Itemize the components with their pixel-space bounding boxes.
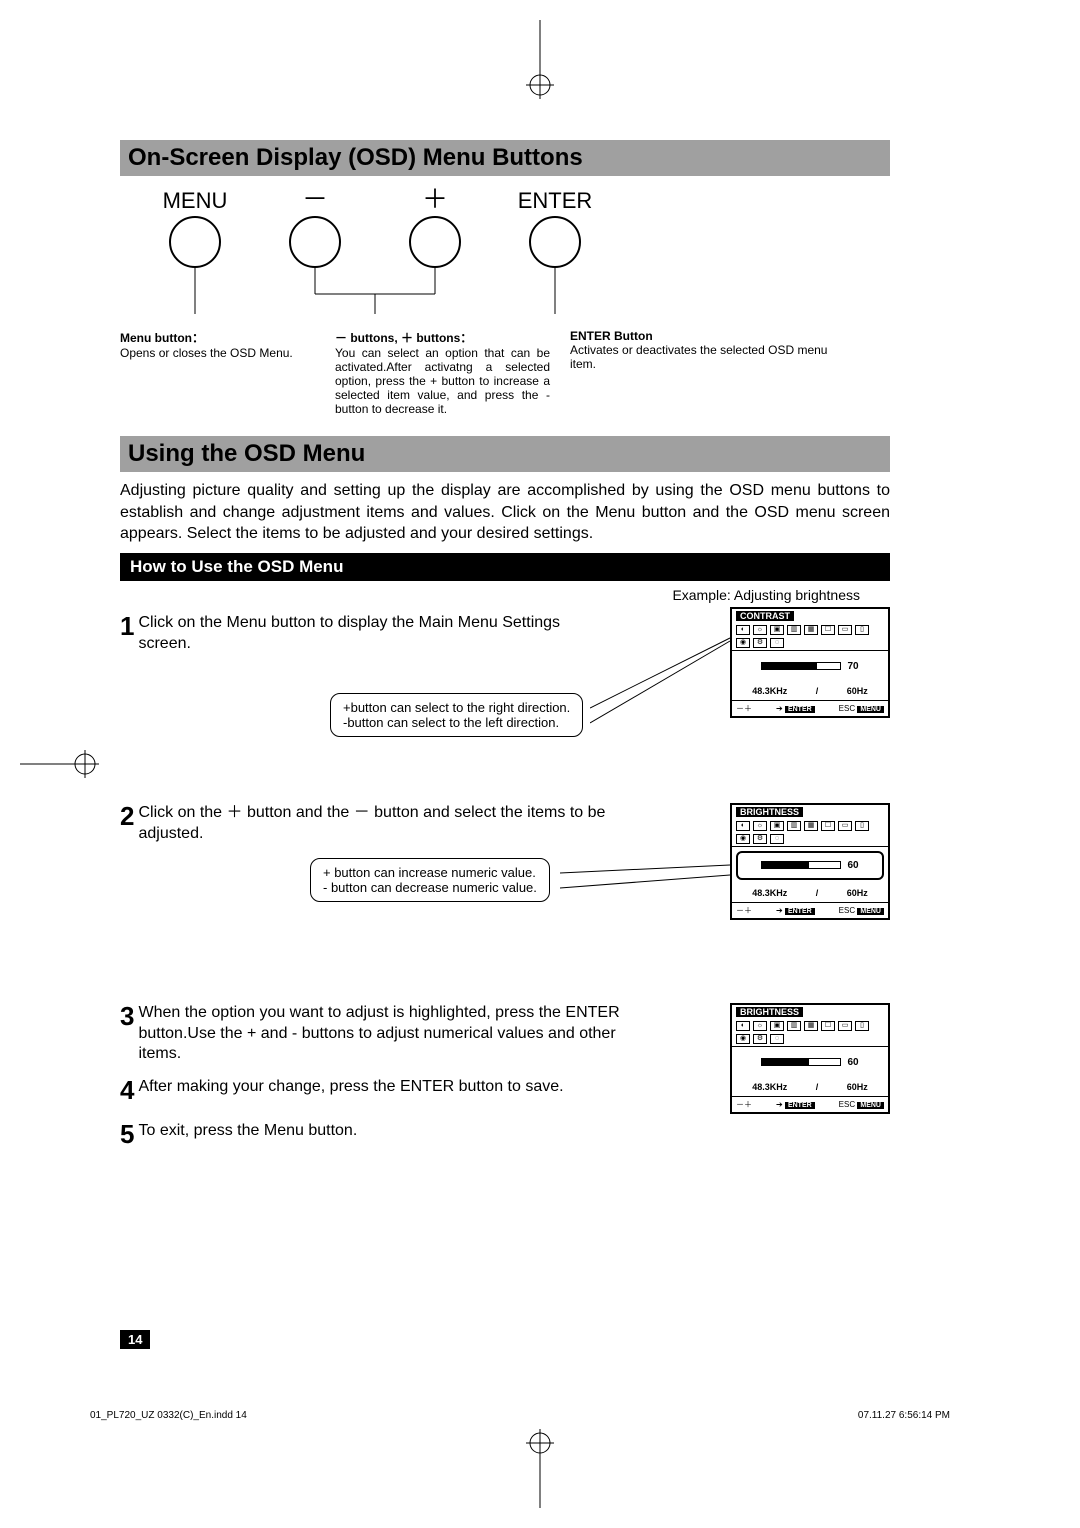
- step-number: 5: [120, 1121, 134, 1147]
- step-number: 2: [120, 803, 134, 829]
- desc-enter: ENTER Button Activates or deactivates th…: [570, 329, 830, 416]
- osd-panel-brightness-2: BRIGHTNESS ◐☼▣▥▦☐ ▭▯◉⚙◌ 60 48.3KHz/60Hz …: [730, 1003, 890, 1114]
- step-number: 4: [120, 1077, 134, 1103]
- osd-panel-contrast: CONTRAST ◐☼▣▥▦☐ ▭▯◉⚙◌ 70 48.3KHz/60Hz －＋…: [730, 607, 890, 718]
- registration-mark-top: [520, 20, 560, 100]
- hint-box: + button can increase numeric value. - b…: [310, 858, 550, 902]
- step-number: 1: [120, 613, 134, 639]
- step-text: After making your change, press the ENTE…: [138, 1077, 620, 1098]
- hint-box: +button can select to the right directio…: [330, 693, 583, 737]
- svg-text:＋: ＋: [422, 184, 448, 214]
- desc-plusminus: － buttons, ＋ buttons： You can select an …: [335, 329, 550, 416]
- section-header-osd-buttons: On-Screen Display (OSD) Menu Buttons: [120, 140, 890, 176]
- section-body: Adjusting picture quality and setting up…: [120, 480, 890, 545]
- step-text: Click on the ＋ button and the － button a…: [138, 803, 620, 845]
- step-number: 3: [120, 1003, 134, 1029]
- footer-source-file: 01_PL720_UZ 0332(C)_En.indd 14: [90, 1410, 247, 1421]
- step-text: When the option you want to adjust is hi…: [138, 1003, 620, 1065]
- svg-text:ENTER: ENTER: [518, 188, 593, 213]
- example-label: Example: Adjusting brightness: [120, 587, 890, 603]
- step-text: Click on the Menu button to display the …: [138, 613, 600, 655]
- step-text: To exit, press the Menu button.: [138, 1121, 620, 1142]
- svg-text:－: －: [302, 184, 328, 214]
- footer-timestamp: 07.11.27 6:56:14 PM: [858, 1410, 950, 1421]
- svg-text:MENU: MENU: [163, 188, 228, 213]
- crop-mark: [60, 100, 90, 130]
- desc-menu: Menu button： Opens or closes the OSD Men…: [120, 329, 315, 416]
- connector-line: [590, 613, 740, 753]
- registration-mark-bottom: [520, 1428, 560, 1508]
- connector-line: [560, 843, 740, 903]
- osd-panel-brightness: BRIGHTNESS ◐☼▣▥▦☐ ▭▯◉⚙◌ 60 48.3KHz/60Hz …: [730, 803, 890, 920]
- howto-header: How to Use the OSD Menu: [120, 553, 890, 581]
- section-header-using: Using the OSD Menu: [120, 436, 890, 472]
- registration-mark-left: [20, 744, 100, 784]
- page-number: 14: [120, 1330, 150, 1349]
